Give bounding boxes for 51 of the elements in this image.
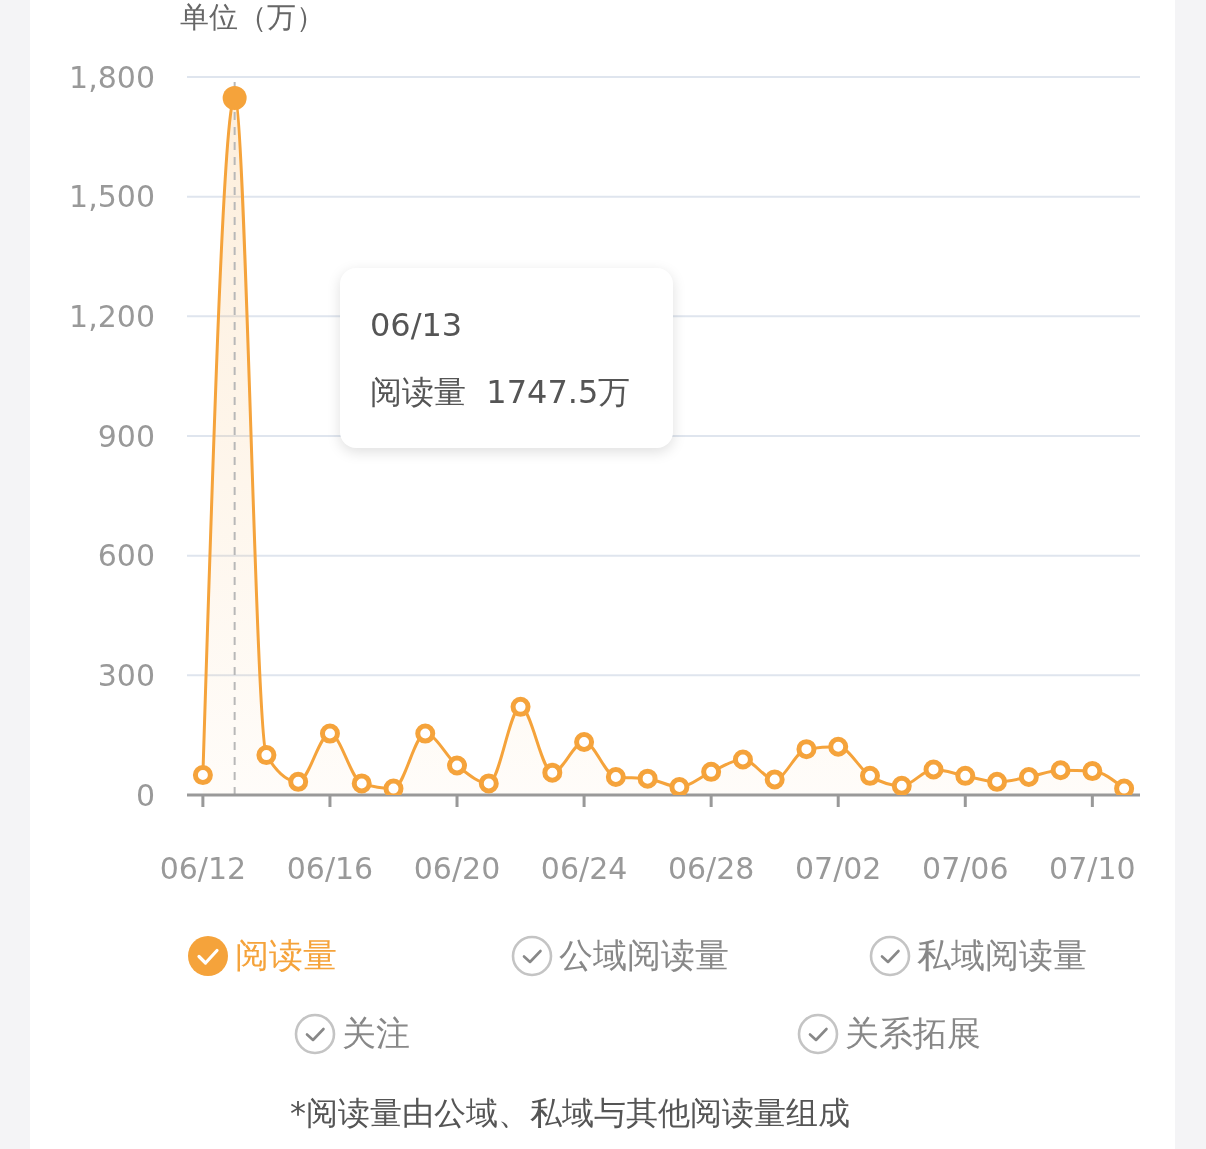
point	[1050, 760, 1071, 781]
legend-label: 阅读量	[235, 934, 337, 977]
point	[510, 696, 531, 717]
point	[891, 775, 912, 795]
y-tick-label: 1,500	[69, 179, 155, 215]
legend-label: 关注	[341, 1012, 410, 1055]
legend-label: 关系拓展	[844, 1012, 981, 1055]
point	[478, 773, 499, 794]
point	[923, 759, 944, 780]
x-tick-label: 07/06	[922, 851, 1009, 887]
point	[764, 769, 785, 790]
point	[1082, 761, 1103, 782]
point	[256, 745, 277, 766]
point	[859, 765, 880, 786]
x-tick-label: 06/16	[286, 851, 374, 887]
x-tick-label: 06/24	[540, 851, 628, 887]
point	[605, 767, 626, 788]
y-tick-label: 900	[97, 418, 155, 454]
point	[447, 755, 468, 776]
point	[637, 768, 658, 789]
x-tick-label: 06/20	[413, 851, 501, 887]
y-axis-title: 单位（万）	[180, 0, 325, 34]
point	[1018, 767, 1039, 788]
point	[574, 731, 595, 752]
point	[288, 771, 309, 792]
point	[669, 777, 690, 795]
y-tick-label: 1,800	[69, 59, 155, 95]
point	[732, 749, 753, 770]
point	[319, 723, 340, 744]
point	[542, 762, 563, 783]
y-tick-label: 300	[97, 657, 155, 693]
y-tick-label: 1,200	[69, 298, 155, 334]
x-tick-label: 07/10	[1049, 851, 1136, 887]
tooltip-card: 06/13 阅读量 1747.5万	[340, 268, 673, 448]
x-tick-label: 06/12	[159, 851, 247, 887]
text: *阅读量由公域、私域与其他阅读量组成	[290, 1093, 850, 1134]
annotation: 06/13 阅读量 1747.5万	[370, 306, 632, 411]
legend-label: 公域阅读量	[559, 934, 729, 977]
point	[351, 773, 372, 794]
x-tick-label: 07/02	[794, 851, 882, 887]
point	[415, 723, 436, 744]
point	[987, 771, 1008, 792]
point	[796, 739, 817, 760]
point	[955, 765, 976, 786]
x-tick-label: 06/28	[667, 851, 755, 887]
point	[192, 765, 213, 786]
y-tick-label: 600	[97, 538, 155, 574]
point	[828, 736, 849, 757]
legend-label: 私域阅读量	[917, 934, 1087, 977]
y-tick-label: 0	[135, 777, 155, 813]
point	[701, 761, 722, 782]
